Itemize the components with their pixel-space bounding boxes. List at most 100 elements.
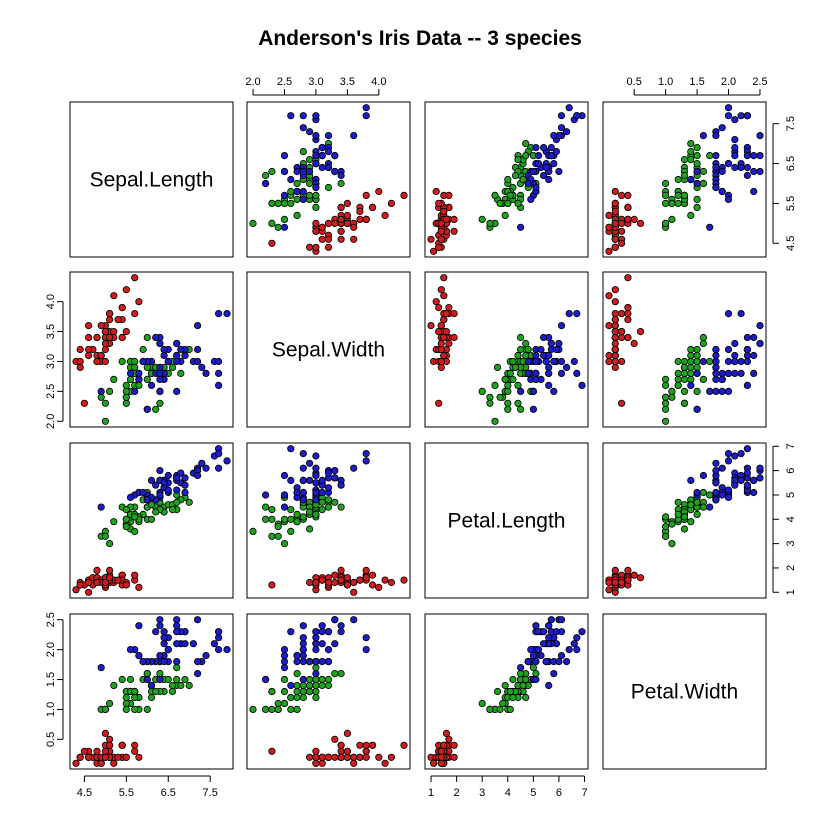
point-r3-c0-s0-13 — [72, 759, 80, 767]
point-r1-c0-s0-18 — [131, 309, 139, 318]
point-r1-c0-s1-39 — [122, 387, 130, 395]
point-r3-c1-s1-9 — [293, 681, 301, 690]
point-r1-c3-s1-22 — [693, 387, 701, 395]
point-r3-c2-s0-37 — [437, 759, 445, 767]
point-r1-c3-s0-6 — [617, 333, 626, 342]
point-r1-c0-s2-46 — [156, 387, 164, 395]
point-r1-c3-s2-46 — [718, 387, 726, 395]
point-r3-c1-s2-8 — [280, 657, 289, 666]
diagonal-label-sepal-length: Sepal.Length — [90, 169, 214, 192]
point-r0-c1-s0-47 — [324, 235, 333, 243]
point-r2-c1-s0-23 — [331, 571, 339, 579]
point-r0-c1-s0-36 — [343, 199, 351, 207]
point-r1-c2-s1-47 — [511, 363, 520, 371]
point-r0-c1-s2-33 — [299, 167, 307, 176]
point-r2-c0-s2-49 — [139, 488, 147, 497]
point-r3-c1-s1-33 — [293, 669, 301, 678]
point-r1-c2-s2-33 — [532, 369, 540, 377]
point-r1-c3-s1-17 — [661, 375, 670, 383]
point-r0-c2-s1-47 — [511, 171, 520, 180]
point-r0-c3-s2-37 — [712, 163, 720, 172]
point-r3-c1-s2-47 — [312, 645, 320, 654]
point-r0-c1-s2-25 — [324, 132, 333, 140]
panel-frame-2-0 — [69, 442, 234, 599]
point-r2-c0-s2-41 — [181, 488, 189, 497]
tick-label-right-petal-length-2: 3 — [785, 541, 797, 547]
point-r3-c0-s2-15 — [160, 628, 168, 636]
point-r3-c2-s1-35 — [516, 669, 525, 678]
point-r1-c3-s0-46 — [611, 309, 619, 318]
point-r1-c0-s0-41 — [80, 399, 89, 407]
point-r1-c3-s0-14 — [611, 298, 619, 306]
tick-label-right-sepal-length-2: 6.5 — [785, 156, 797, 171]
point-r1-c3-s0-23 — [630, 339, 638, 348]
point-r2-c1-s0-8 — [305, 578, 314, 587]
tick-label-left-petal-width-2: 1.5 — [45, 672, 57, 687]
point-r1-c3-s2-18 — [743, 381, 752, 389]
panel-frame-2-2 — [424, 442, 589, 599]
point-r0-c3-s0-45 — [617, 227, 626, 235]
point-r3-c1-s1-13 — [305, 681, 314, 690]
point-r0-c3-s2-44 — [756, 152, 764, 160]
point-r3-c1-s0-14 — [375, 753, 383, 761]
point-r0-c3-s1-27 — [706, 152, 714, 160]
tick-label-bottom-sepal-length-1: 5.5 — [119, 787, 134, 799]
point-r3-c0-s2-30 — [202, 651, 210, 660]
point-r1-c2-s2-16 — [542, 357, 550, 366]
point-r0-c3-s2-32 — [737, 163, 745, 172]
point-r2-c0-s2-37 — [160, 479, 168, 487]
point-r3-c0-s1-30 — [122, 699, 130, 708]
point-r3-c0-s2-19 — [143, 675, 151, 684]
point-r1-c3-s1-13 — [687, 363, 695, 371]
point-r1-c2-s0-39 — [440, 333, 448, 342]
point-r2-c1-s1-15 — [318, 505, 326, 514]
point-r0-c1-s0-39 — [337, 215, 345, 223]
point-r0-c2-s0-46 — [442, 215, 450, 223]
point-r0-c2-s2-7 — [562, 128, 571, 136]
point-r1-c3-s0-16 — [624, 303, 632, 312]
point-r2-c3-s2-38 — [712, 496, 720, 504]
point-r3-c0-s2-33 — [156, 675, 164, 684]
point-r1-c3-s2-41 — [743, 351, 752, 360]
point-r1-c2-s2-3 — [545, 363, 553, 371]
point-r1-c3-s0-13 — [605, 357, 613, 366]
point-r0-c3-s1-29 — [661, 191, 670, 199]
point-r0-c1-s0-42 — [324, 243, 333, 251]
point-r1-c2-s2-43 — [552, 345, 561, 354]
point-r3-c1-s2-29 — [312, 669, 320, 678]
panel-frame-1-3 — [602, 271, 767, 428]
point-r1-c0-s1-35 — [143, 333, 151, 342]
point-r1-c3-s1-39 — [680, 387, 689, 395]
point-r1-c2-s1-7 — [486, 393, 494, 401]
point-r0-c3-s2-8 — [712, 152, 720, 160]
point-r0-c3-s0-18 — [617, 191, 626, 199]
point-r3-c2-s2-39 — [539, 640, 548, 648]
point-r2-c3-s2-49 — [712, 488, 720, 497]
point-r0-c3-s1-2 — [693, 144, 701, 152]
point-r0-c1-s2-42 — [293, 187, 301, 196]
point-r0-c3-s0-42 — [611, 243, 619, 251]
point-r2-c3-s2-6 — [706, 503, 714, 511]
point-r0-c2-s0-22 — [427, 235, 435, 243]
point-r2-c1-s1-32 — [293, 518, 301, 526]
point-r0-c3-s2-30 — [718, 124, 726, 132]
point-r1-c3-s1-43 — [661, 399, 670, 407]
point-r2-c0-s2-39 — [181, 481, 189, 489]
point-r1-c3-s0-45 — [617, 357, 626, 366]
point-r3-c1-s2-30 — [299, 651, 307, 660]
point-r3-c1-s0-6 — [337, 747, 345, 755]
point-r3-c2-s0-31 — [440, 741, 448, 749]
point-r0-c1-s0-27 — [343, 211, 351, 219]
tick-label-top-petal-width-1: 1.0 — [658, 76, 673, 88]
point-r0-c1-s2-15 — [324, 163, 333, 172]
point-r3-c1-s0-41 — [268, 747, 276, 755]
tick-label-right-petal-length-1: 2 — [785, 565, 797, 571]
point-r0-c3-s1-49 — [680, 191, 689, 199]
point-r2-c1-s2-44 — [331, 474, 339, 482]
point-r2-c1-s1-47 — [305, 508, 314, 516]
point-r0-c3-s1-23 — [674, 175, 682, 184]
point-r2-c1-s0-37 — [350, 578, 358, 587]
point-r1-c0-s2-49 — [139, 357, 147, 366]
point-r0-c3-s1-36 — [693, 152, 701, 160]
point-r1-c3-s0-21 — [624, 315, 632, 324]
